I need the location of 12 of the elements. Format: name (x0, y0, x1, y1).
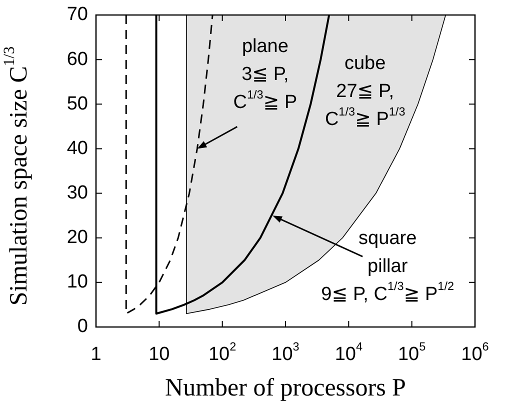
y-tick-label: 10 (66, 272, 88, 293)
y-tick-label: 60 (66, 48, 88, 70)
x-tick-label: 10 (148, 344, 170, 366)
y-tick-label: 50 (66, 93, 88, 114)
y-tick-label: 30 (66, 182, 88, 204)
y-tick-label: 0 (77, 316, 88, 338)
y-tick-label: 70 (66, 4, 88, 26)
x-axis-title: Number of processors P (165, 374, 406, 402)
y-tick-label: 20 (66, 227, 88, 248)
y-axis-title: Simulation space size C1/3 (1, 46, 33, 306)
y-tick-label: 40 (66, 138, 88, 159)
x-tick-label: 1 (90, 344, 102, 366)
